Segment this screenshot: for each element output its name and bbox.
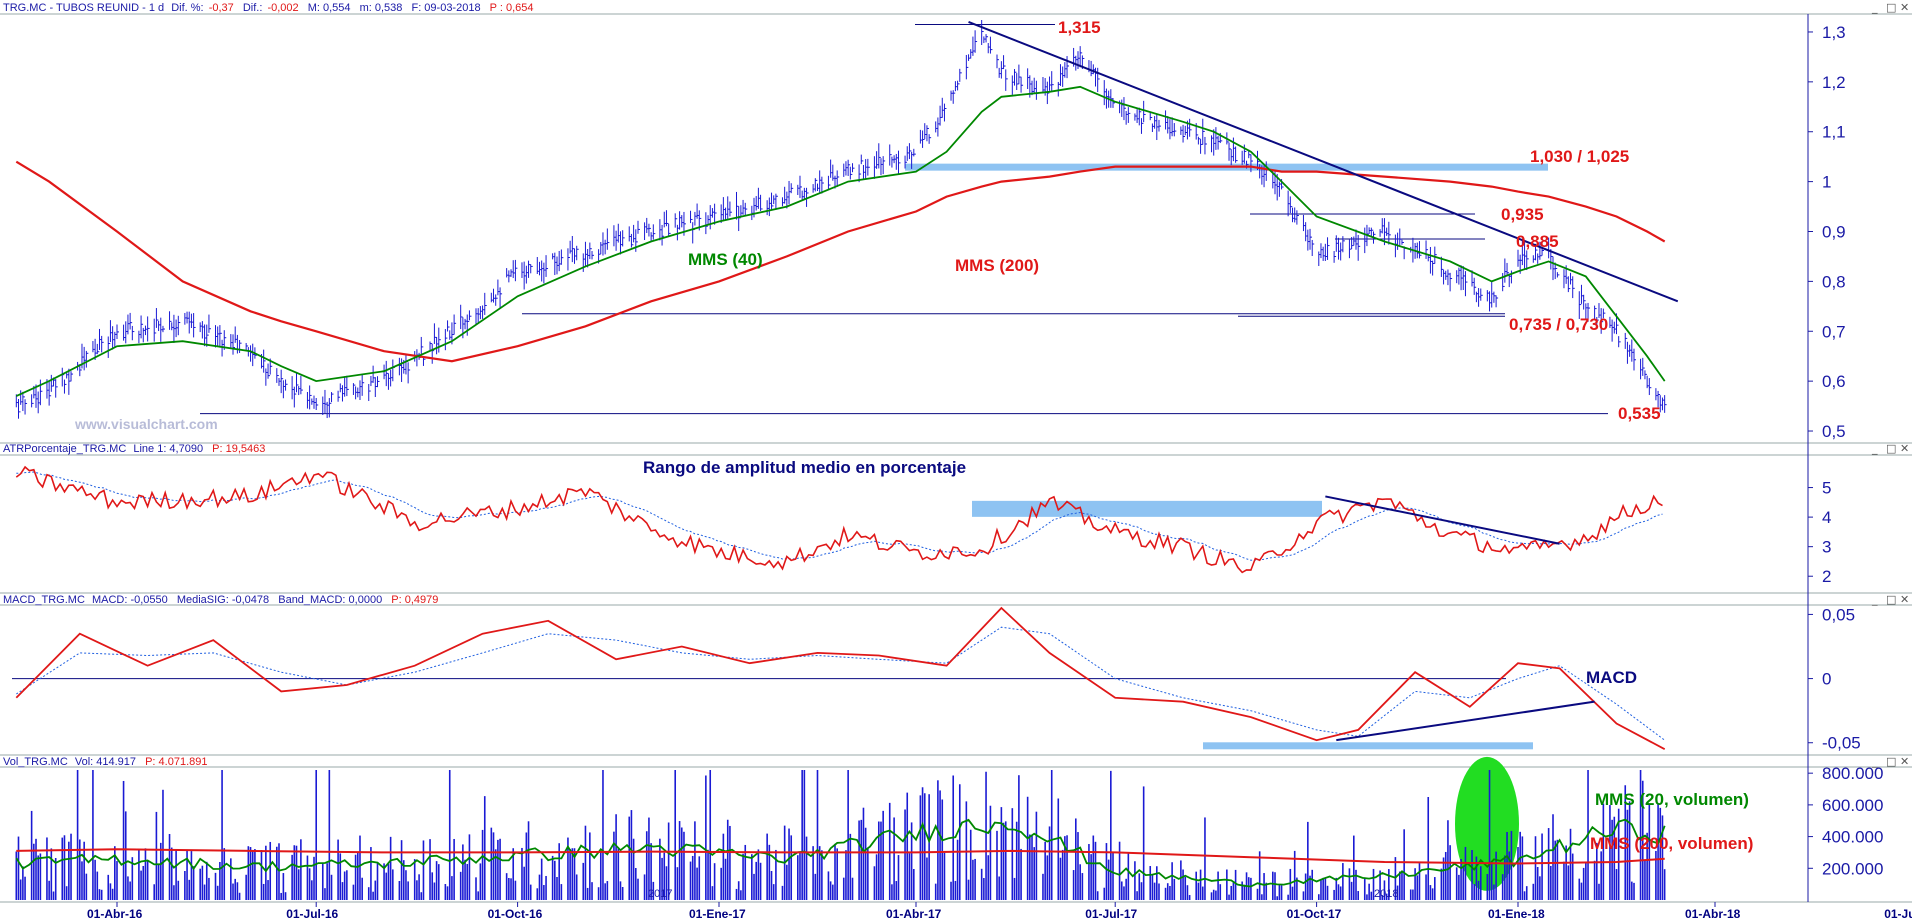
- level-label-0735: 0,735 / 0,730: [1509, 315, 1608, 334]
- atr-trend-line: [1325, 495, 1560, 545]
- mms40-label: MMS (40): [688, 250, 763, 269]
- macd-trend-line: [1336, 700, 1595, 742]
- price-ytick-label: 0,9: [1822, 222, 1846, 241]
- vol-mms200-line: [16, 848, 1665, 865]
- minimize-icon[interactable]: _: [1871, 593, 1878, 606]
- vol-ytick-label: 600.000: [1822, 796, 1883, 815]
- macd-window-buttons: _ □ ✕: [1871, 593, 1909, 606]
- price-window-buttons: _ □ ✕: [1871, 1, 1909, 14]
- x-tick-label: 01-Jul-18: [1884, 907, 1912, 921]
- macd-line: [15, 606, 1666, 750]
- vol-header: Vol_TRG.MC Vol: 414.917 P: 4.071.891: [3, 756, 207, 768]
- macd-header: MACD_TRG.MC MACD: -0,0550 MediaSIG: -0,0…: [3, 594, 438, 606]
- close-icon[interactable]: ✕: [1900, 442, 1909, 455]
- vol-ytick-label: 800.000: [1822, 764, 1883, 783]
- level-label-0885: 0,885: [1516, 232, 1559, 251]
- x-tick-label: 01-Abr-17: [886, 907, 942, 921]
- macd-ytick-label: 0,05: [1822, 605, 1855, 624]
- volume-highlight: [1455, 756, 1519, 891]
- atr-ytick-label: 5: [1822, 479, 1831, 498]
- close-icon[interactable]: ✕: [1900, 593, 1909, 606]
- x-tick-label: 01-Jul-16: [286, 907, 338, 921]
- price-ytick-label: 1,1: [1822, 123, 1846, 142]
- level-label-1315: 1,315: [1058, 18, 1101, 37]
- price-ytick-label: 1: [1822, 173, 1831, 192]
- maximize-icon[interactable]: □: [1886, 1, 1896, 14]
- level-label-0935: 0,935: [1501, 205, 1544, 224]
- price-downtrend-line: [968, 21, 1679, 303]
- mms200-line: [15, 160, 1666, 363]
- level-label-0535: 0,535: [1618, 404, 1661, 423]
- vol-ytick-label: 400.000: [1822, 828, 1883, 847]
- macd-ytick-label: 0: [1822, 670, 1831, 689]
- atr-header: ATRPorcentaje_TRG.MC Line 1: 4,7090 P: 1…: [3, 443, 265, 455]
- vol-mms200-label: MMS (200, volumen): [1590, 834, 1753, 853]
- x-tick-label: 01-Oct-17: [1287, 907, 1342, 921]
- year-mark-2018: 2018: [1374, 888, 1398, 900]
- atr-window-buttons: _ □ ✕: [1871, 442, 1909, 455]
- vol-mms20-line: [15, 818, 1666, 888]
- x-tick-label: 01-Abr-16: [87, 907, 143, 921]
- x-tick-label: 01-Ene-18: [1488, 907, 1545, 921]
- atr-band: [972, 500, 1322, 517]
- x-tick-label: 01-Jul-17: [1085, 907, 1137, 921]
- x-tick-label: 01-Ene-17: [689, 907, 746, 921]
- minimize-icon[interactable]: _: [1871, 442, 1878, 455]
- level-label-1030: 1,030 / 1,025: [1530, 147, 1629, 166]
- price-ytick-label: 0,8: [1822, 272, 1846, 291]
- atr-ytick-label: 4: [1822, 508, 1831, 527]
- price-ytick-label: 1,3: [1822, 23, 1846, 42]
- macd-title: MACD: [1586, 668, 1637, 687]
- atr-ytick-label: 3: [1822, 538, 1831, 557]
- mms200-label: MMS (200): [955, 256, 1039, 275]
- close-icon[interactable]: ✕: [1900, 1, 1909, 14]
- macd-ytick-label: -0,05: [1822, 734, 1861, 753]
- vol-mms20-label: MMS (20, volumen): [1595, 790, 1749, 809]
- atr-line: [15, 465, 1663, 574]
- panel-frame: [0, 13, 1912, 903]
- mms40-line: [15, 85, 1666, 397]
- maximize-icon[interactable]: □: [1886, 442, 1896, 455]
- atr-title: Rango de amplitud medio en porcentaje: [643, 458, 966, 477]
- minimize-icon[interactable]: _: [1871, 1, 1878, 14]
- maximize-icon[interactable]: □: [1886, 755, 1896, 768]
- price-ytick-label: 0,5: [1822, 422, 1846, 441]
- x-tick-label: 01-Abr-18: [1685, 907, 1741, 921]
- year-mark-2017: 2017: [648, 888, 672, 900]
- watermark: www.visualchart.com: [74, 416, 218, 432]
- macd-band: [1203, 742, 1533, 750]
- price-ytick-label: 1,2: [1822, 73, 1846, 92]
- price-header: TRG.MC - TUBOS REUNID - 1 d Dif. %: -0,3…: [3, 2, 533, 14]
- minimize-icon[interactable]: _: [1871, 755, 1878, 768]
- vol-ytick-label: 200.000: [1822, 859, 1883, 878]
- price-ytick-label: 0,7: [1822, 322, 1846, 341]
- price-ytick-label: 0,6: [1822, 372, 1846, 391]
- maximize-icon[interactable]: □: [1886, 593, 1896, 606]
- x-tick-label: 01-Oct-16: [488, 907, 543, 921]
- atr-ytick-label: 2: [1822, 567, 1831, 586]
- vol-window-buttons: _ □ ✕: [1871, 755, 1909, 768]
- close-icon[interactable]: ✕: [1900, 755, 1909, 768]
